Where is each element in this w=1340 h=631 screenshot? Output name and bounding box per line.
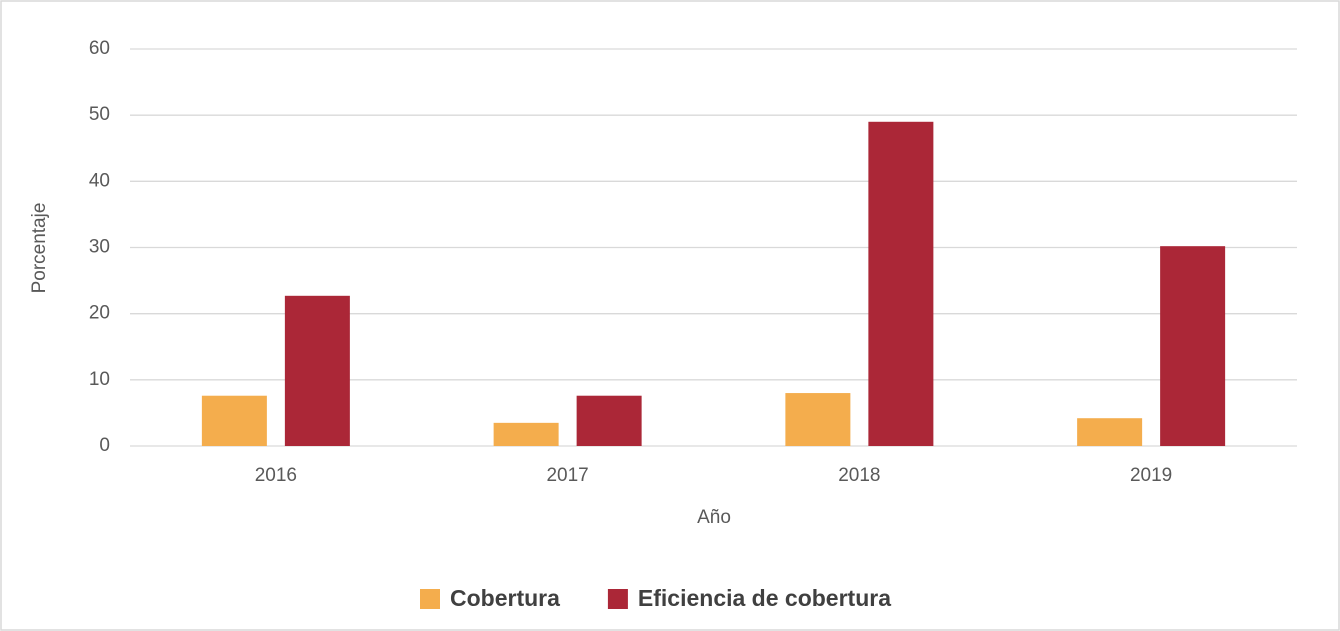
y-tick-label: 20 <box>89 303 110 324</box>
legend-swatch <box>607 589 628 609</box>
bar <box>1077 418 1143 446</box>
bar <box>868 121 934 447</box>
y-tick-label: 50 <box>89 104 110 125</box>
bar <box>284 295 350 446</box>
legend-label: Eficiencia de cobertura <box>638 585 891 611</box>
y-tick-label: 40 <box>89 170 110 191</box>
bar <box>785 393 851 446</box>
legend-label: Cobertura <box>450 585 560 611</box>
legend-swatch <box>420 589 440 609</box>
bar <box>201 395 267 446</box>
x-tick-label: 2017 <box>546 465 588 486</box>
bar <box>1160 246 1226 446</box>
y-tick-label: 10 <box>89 369 110 390</box>
bar <box>493 422 559 446</box>
x-axis-title: Año <box>697 507 731 528</box>
y-axis-title: Porcentaje <box>29 203 50 294</box>
y-tick-label: 30 <box>89 237 110 258</box>
x-tick-label: 2016 <box>255 465 297 486</box>
x-tick-label: 2019 <box>1130 465 1172 486</box>
y-tick-label: 0 <box>99 435 110 456</box>
x-tick-label: 2018 <box>838 465 880 486</box>
bar <box>576 395 642 446</box>
y-tick-label: 60 <box>89 38 110 59</box>
